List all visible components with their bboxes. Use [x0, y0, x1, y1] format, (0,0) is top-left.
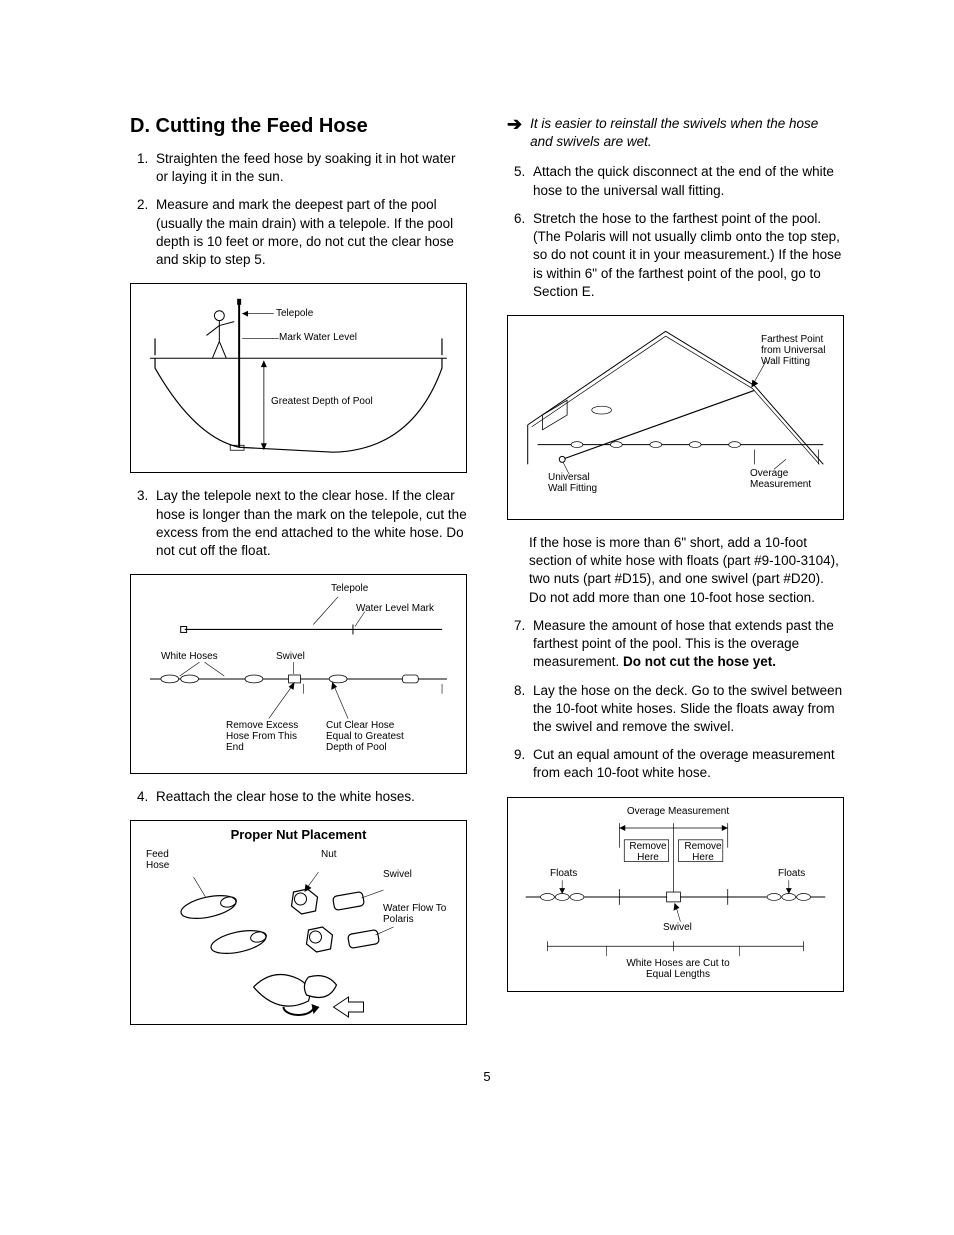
label-white-hoses: White Hoses [161, 651, 218, 662]
figure-pool-depth: Telepole Mark Water Level Greatest Depth… [130, 283, 467, 473]
step-5: Attach the quick disconnect at the end o… [529, 163, 844, 199]
label-water-level-mark: Water Level Mark [356, 603, 434, 614]
left-column: D. Cutting the Feed Hose Straighten the … [130, 115, 467, 1039]
label-swivel-3: Swivel [383, 869, 412, 880]
label-farthest-point: Farthest Point from Universal Wall Fitti… [761, 334, 831, 367]
label-swivel-5: Swivel [663, 922, 692, 933]
step-4: Reattach the clear hose to the white hos… [152, 788, 467, 806]
label-swivel-2: Swivel [276, 651, 305, 662]
label-water-flow: Water Flow To Polaris [383, 903, 448, 925]
step-1: Straighten the feed hose by soaking it i… [152, 150, 467, 186]
columns: D. Cutting the Feed Hose Straighten the … [130, 115, 844, 1039]
label-remove-left: Remove Here [627, 841, 669, 863]
steps-right-b: Measure the amount of hose that extends … [507, 617, 844, 783]
label-greatest-depth: Greatest Depth of Pool [271, 396, 373, 407]
figure-3-title: Proper Nut Placement [131, 821, 466, 842]
label-equal-lengths: White Hoses are Cut to Equal Lengths [618, 958, 738, 980]
label-feed-hose: Feed Hose [146, 849, 186, 871]
step-9: Cut an equal amount of the overage measu… [529, 746, 844, 782]
label-cut-clear: Cut Clear Hose Equal to Greatest Depth o… [326, 720, 416, 753]
section-heading: D. Cutting the Feed Hose [130, 115, 467, 138]
step-7: Measure the amount of hose that extends … [529, 617, 844, 672]
figure-nut-placement: Proper Nut Placement [130, 820, 467, 1025]
steps-left-c: Reattach the clear hose to the white hos… [130, 788, 467, 806]
label-remove-right: Remove Here [682, 841, 724, 863]
para-after-6: If the hose is more than 6" short, add a… [529, 534, 844, 607]
step-8: Lay the hose on the deck. Go to the swiv… [529, 682, 844, 737]
label-universal-wall-fitting: Universal Wall Fitting [548, 472, 603, 494]
page: D. Cutting the Feed Hose Straighten the … [0, 0, 954, 1164]
figure-hose-layout: Telepole Water Level Mark White Hoses Sw… [130, 574, 467, 774]
arrow-icon: ➔ [507, 115, 522, 133]
step-2: Measure and mark the deepest part of the… [152, 196, 467, 269]
right-column: ➔ It is easier to reinstall the swivels … [507, 115, 844, 1039]
label-telepole: Telepole [276, 308, 313, 319]
steps-right-a: Attach the quick disconnect at the end o… [507, 163, 844, 301]
step-6: Stretch the hose to the farthest point o… [529, 210, 844, 301]
tip-note: ➔ It is easier to reinstall the swivels … [507, 115, 844, 151]
label-mark-water-level: Mark Water Level [279, 332, 357, 343]
label-overage-2: Overage Measurement [623, 806, 733, 817]
label-floats-left: Floats [550, 868, 577, 879]
page-number: 5 [130, 1069, 844, 1084]
label-floats-right: Floats [778, 868, 805, 879]
label-remove-excess: Remove Excess Hose From This End [226, 720, 306, 753]
figure-pool-plan: Farthest Point from Universal Wall Fitti… [507, 315, 844, 520]
steps-left-a: Straighten the feed hose by soaking it i… [130, 150, 467, 269]
steps-left-b: Lay the telepole next to the clear hose.… [130, 487, 467, 560]
label-telepole-2: Telepole [331, 583, 368, 594]
figure-cut-equal: Overage Measurement Remove Here Remove H… [507, 797, 844, 992]
step-3: Lay the telepole next to the clear hose.… [152, 487, 467, 560]
label-nut: Nut [321, 849, 337, 860]
tip-text: It is easier to reinstall the swivels wh… [530, 115, 844, 151]
label-overage-measurement: Overage Measurement [750, 468, 825, 490]
